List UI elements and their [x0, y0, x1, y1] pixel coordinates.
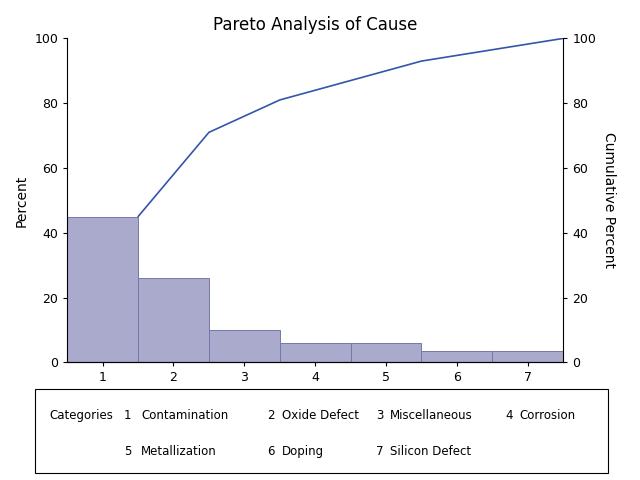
Text: Doping: Doping	[282, 445, 324, 458]
Text: 3: 3	[376, 409, 383, 422]
Text: Silicon Defect: Silicon Defect	[390, 445, 472, 458]
Bar	[280, 343, 351, 362]
Text: 7: 7	[376, 445, 383, 458]
Bar	[492, 351, 563, 362]
Text: Oxide Defect: Oxide Defect	[282, 409, 358, 422]
Y-axis label: Percent: Percent	[15, 174, 29, 227]
X-axis label: Cause of Failure: Cause of Failure	[260, 390, 371, 404]
Bar	[422, 351, 492, 362]
Y-axis label: Cumulative Percent: Cumulative Percent	[602, 132, 616, 268]
Text: Metallization: Metallization	[141, 445, 217, 458]
Bar	[67, 216, 138, 362]
Bar	[351, 343, 422, 362]
Text: Miscellaneous: Miscellaneous	[390, 409, 473, 422]
Text: 1: 1	[124, 409, 131, 422]
Text: 4: 4	[505, 409, 513, 422]
Text: 2: 2	[267, 409, 275, 422]
Text: Contamination: Contamination	[141, 409, 228, 422]
Text: Corrosion: Corrosion	[519, 409, 575, 422]
Text: Categories: Categories	[49, 409, 113, 422]
Text: 6: 6	[267, 445, 275, 458]
Bar	[138, 278, 209, 362]
Bar	[209, 330, 280, 362]
Text: 5: 5	[124, 445, 131, 458]
Title: Pareto Analysis of Cause: Pareto Analysis of Cause	[213, 16, 417, 34]
